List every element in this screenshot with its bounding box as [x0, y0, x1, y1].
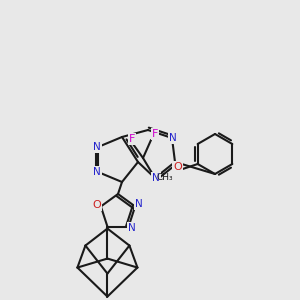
- Text: F: F: [152, 129, 158, 139]
- Text: N: N: [169, 133, 177, 143]
- Text: F: F: [129, 134, 135, 144]
- Text: O: O: [173, 162, 182, 172]
- Text: CH₃: CH₃: [156, 172, 173, 182]
- Text: N: N: [135, 200, 143, 209]
- Text: N: N: [128, 223, 136, 232]
- Text: N: N: [152, 173, 160, 183]
- Text: O: O: [92, 200, 101, 210]
- Text: N: N: [93, 142, 101, 152]
- Text: N: N: [93, 167, 101, 177]
